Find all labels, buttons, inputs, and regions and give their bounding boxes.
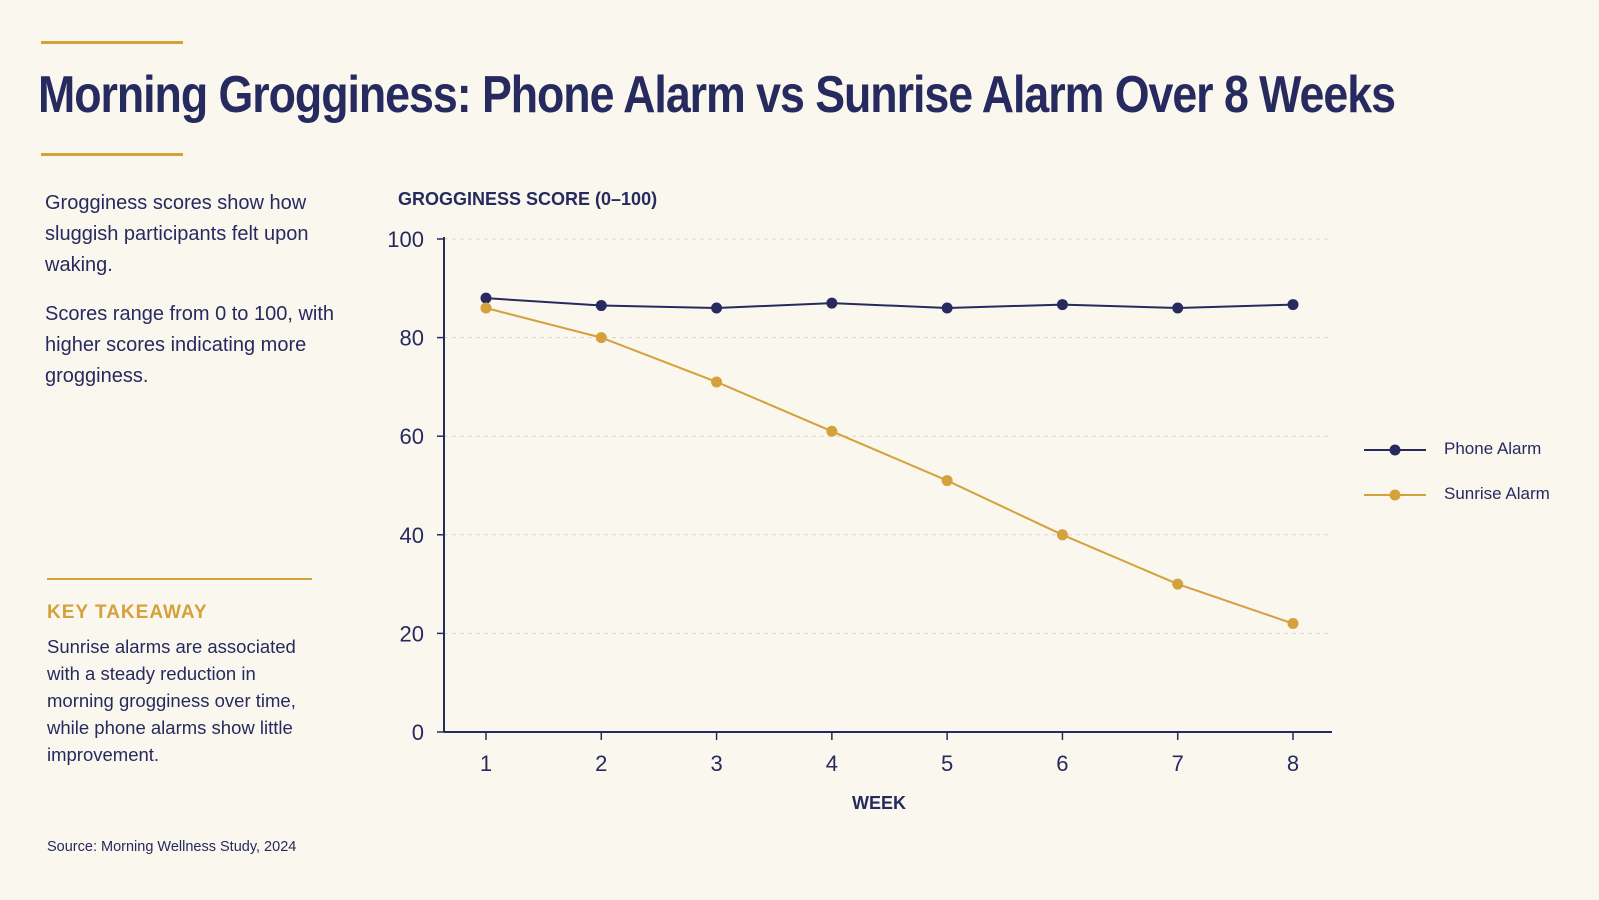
x-tick-label: 7 [1172,751,1184,776]
x-tick-label: 5 [941,751,953,776]
takeaway-label: KEY TAKEAWAY [47,602,208,623]
y-tick-label: 80 [400,326,424,351]
sunrise-alarm-point [595,332,607,344]
title-rule-bottom [41,153,183,156]
y-tick-label: 0 [412,720,424,745]
phone-alarm-point [1056,299,1068,311]
x-tick-label: 2 [595,751,607,776]
sunrise-alarm-point [1056,529,1068,541]
sunrise-alarm-point [941,475,953,487]
legend-item-phone-alarm: Phone Alarm [1362,438,1592,462]
source-note: Source: Morning Wellness Study, 2024 [47,839,297,855]
y-tick-label: 40 [400,523,424,548]
sunrise-alarm-line [485,307,1294,625]
page-title: Morning Grogginess: Phone Alarm vs Sunri… [38,66,1396,124]
title-rule-top [41,41,183,44]
sunrise-alarm-point [826,425,838,437]
series [480,292,1299,630]
phone-alarm-point [826,297,838,309]
phone-alarm-point [480,292,492,304]
x-tick-label: 1 [480,751,492,776]
intro-paragraph-2: Scores range from 0 to 100, with higher … [45,303,335,387]
phone-alarm-line [485,297,1294,310]
takeaway-text: Sunrise alarms are associated with a ste… [47,636,296,765]
legend-swatch-phone-alarm [1364,444,1426,456]
axes: 0 20 40 60 80 100 1 2 3 4 5 6 7 8 [387,227,1332,776]
legend-label-sunrise-alarm: Sunrise Alarm [1444,484,1550,503]
x-tick-label: 4 [826,751,838,776]
y-tick-label: 20 [400,621,424,646]
legend-swatch-sunrise-alarm [1364,489,1426,501]
phone-alarm-point [941,302,953,314]
takeaway-divider [47,578,312,580]
x-tick-label: 3 [710,751,722,776]
phone-alarm-point [595,300,607,312]
legend-item-sunrise-alarm: Sunrise Alarm [1362,483,1592,507]
phone-alarm-point [1287,299,1299,311]
phone-alarm-point [711,302,723,314]
legend-label-phone-alarm: Phone Alarm [1444,439,1542,458]
intro-paragraph-1: Grogginess scores show how sluggish part… [45,192,309,276]
x-tick-label: 8 [1287,751,1299,776]
sunrise-alarm-point [1172,578,1184,590]
y-tick-label: 100 [387,227,424,252]
y-axis-label: GROGGINESS SCORE (0–100) [398,189,657,209]
x-axis-label: WEEK [852,793,906,813]
grid [444,238,1332,634]
x-tick-label: 6 [1056,751,1068,776]
sunrise-alarm-point [711,376,723,388]
sunrise-alarm-point [1287,618,1299,630]
phone-alarm-point [1172,302,1184,314]
y-tick-label: 60 [400,424,424,449]
sunrise-alarm-point [480,302,492,314]
